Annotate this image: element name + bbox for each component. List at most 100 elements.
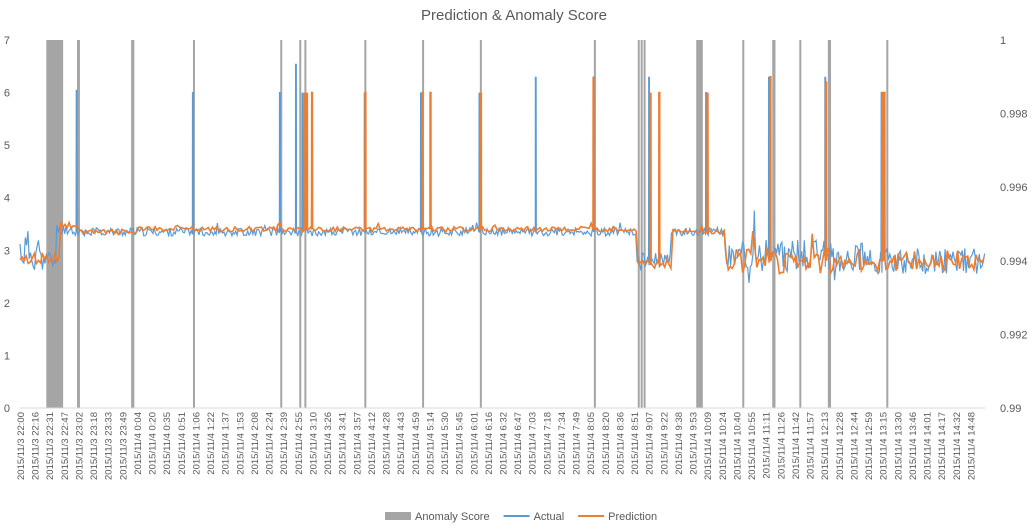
x-tick-label: 2015/11/4 1:22: [206, 412, 217, 475]
anomaly-bar: [799, 40, 802, 408]
x-tick-label: 2015/11/4 14:48: [966, 412, 977, 480]
x-tick-label: 2015/11/4 8:36: [615, 412, 626, 475]
x-tick-label: 2015/11/3 22:31: [45, 412, 56, 480]
x-tick-label: 2015/11/4 2:08: [250, 412, 261, 475]
x-tick-label: 2015/11/4 6:16: [484, 412, 495, 475]
x-tick-label: 2015/11/4 8:51: [630, 412, 641, 475]
anomaly-score-bars: [46, 40, 889, 408]
series-line-actual: [19, 63, 986, 283]
anomaly-bar: [46, 40, 64, 408]
x-tick-label: 2015/11/4 4:12: [367, 412, 378, 475]
x-tick-label: 2015/11/3 23:18: [89, 412, 100, 480]
x-tick-label: 2015/11/4 3:41: [338, 412, 349, 475]
legend-swatch: [385, 512, 411, 520]
x-tick-label: 2015/11/4 2:55: [294, 412, 305, 475]
x-tick-label: 2015/11/4 14:17: [937, 412, 948, 480]
x-tick-label: 2015/11/4 7:49: [572, 412, 583, 475]
y-left-tick-label: 1: [4, 350, 10, 362]
anomaly-bar: [772, 40, 776, 408]
x-tick-label: 2015/11/4 6:32: [499, 412, 510, 475]
anomaly-bar: [643, 40, 646, 408]
anomaly-bar: [77, 40, 80, 408]
anomaly-bar: [886, 40, 889, 408]
x-tick-label: 2015/11/4 7:03: [528, 412, 539, 475]
anomaly-bar: [131, 40, 135, 408]
y-axis-right: 0.99 0.992 0.994 0.996 0.998 1: [1000, 35, 1028, 415]
x-tick-label: 2015/11/4 11:57: [806, 412, 817, 479]
x-tick-label: 2015/11/4 4:59: [411, 412, 422, 475]
y-right-tick-label: 0.998: [1000, 109, 1028, 121]
y-left-tick-label: 3: [4, 245, 10, 257]
anomaly-bar: [742, 40, 745, 408]
x-tick-label: 2015/11/4 9:53: [689, 412, 700, 475]
x-tick-label: 2015/11/4 13:46: [908, 412, 919, 480]
chart-title: Prediction & Anomaly Score: [421, 7, 607, 24]
x-tick-label: 2015/11/4 6:47: [513, 412, 524, 475]
legend-label: Anomaly Score: [415, 511, 490, 523]
legend-label: Prediction: [608, 511, 657, 523]
x-tick-label: 2015/11/4 7:34: [557, 412, 568, 475]
y-left-tick-label: 0: [4, 403, 10, 415]
x-tick-label: 2015/11/4 1:06: [191, 412, 202, 475]
x-tick-label: 2015/11/4 10:24: [718, 412, 729, 480]
x-tick-label: 2015/11/3 23:49: [118, 412, 129, 480]
x-tick-label: 2015/11/4 10:40: [732, 412, 743, 480]
x-tick-label: 2015/11/4 9:22: [659, 412, 670, 475]
x-tick-label: 2015/11/4 1:37: [221, 412, 232, 475]
x-tick-label: 2015/11/3 22:16: [31, 412, 42, 480]
x-tick-label: 2015/11/4 9:07: [645, 412, 656, 475]
x-tick-label: 2015/11/3 23:02: [74, 412, 85, 480]
y-left-tick-label: 5: [4, 140, 10, 152]
legend: Anomaly Score Actual Prediction: [385, 511, 657, 523]
x-tick-label: 2015/11/4 0:51: [177, 412, 188, 475]
x-tick-label: 2015/11/3 22:00: [16, 412, 27, 480]
anomaly-bar: [640, 40, 643, 408]
y-right-tick-label: 1: [1000, 35, 1006, 47]
x-tick-label: 2015/11/4 2:39: [279, 412, 290, 475]
x-tick-label: 2015/11/4 13:30: [893, 412, 904, 480]
x-tick-label: 2015/11/4 14:32: [952, 412, 963, 480]
y-right-tick-label: 0.99: [1000, 403, 1021, 415]
x-tick-label: 2015/11/3 22:47: [60, 412, 71, 480]
anomaly-bar: [827, 40, 832, 408]
x-tick-label: 2015/11/4 0:20: [148, 412, 159, 475]
x-tick-label: 2015/11/4 3:26: [323, 412, 334, 475]
x-tick-label: 2015/11/4 0:04: [133, 412, 144, 475]
x-tick-label: 2015/11/4 14:01: [923, 412, 934, 480]
x-tick-label: 2015/11/4 4:43: [396, 412, 407, 475]
x-tick-label: 2015/11/4 10:09: [703, 412, 714, 480]
legend-label: Actual: [534, 511, 565, 523]
y-axis-left: 0 1 2 3 4 5 6 7: [4, 35, 10, 415]
x-tick-label: 2015/11/4 3:57: [352, 412, 363, 475]
x-tick-label: 2015/11/4 8:20: [601, 412, 612, 475]
x-tick-label: 2015/11/4 5:45: [455, 412, 466, 475]
x-tick-label: 2015/11/4 11:42: [791, 412, 802, 479]
x-tick-label: 2015/11/4 10:55: [747, 412, 758, 480]
y-right-tick-label: 0.992: [1000, 329, 1028, 341]
anomaly-bar: [637, 40, 640, 408]
x-tick-label: 2015/11/4 6:01: [469, 412, 480, 475]
series-lines: [19, 63, 986, 283]
x-tick-label: 2015/11/4 12:28: [835, 412, 846, 480]
anomaly-bar: [696, 40, 703, 408]
y-left-tick-label: 7: [4, 35, 10, 47]
x-tick-label: 2015/11/4 5:14: [425, 412, 436, 475]
x-tick-label: 2015/11/4 0:35: [162, 412, 173, 475]
series-line-prediction: [19, 76, 985, 276]
x-tick-label: 2015/11/4 3:10: [308, 412, 319, 475]
x-tick-label: 2015/11/4 12:59: [864, 412, 875, 480]
x-tick-label: 2015/11/3 23:33: [104, 412, 115, 480]
x-tick-label: 2015/11/4 5:30: [440, 412, 451, 475]
y-left-tick-label: 2: [4, 298, 10, 310]
y-right-tick-label: 0.994: [1000, 256, 1028, 268]
x-tick-label: 2015/11/4 7:18: [542, 412, 553, 475]
x-tick-label: 2015/11/4 2:24: [265, 412, 276, 475]
x-tick-label: 2015/11/4 9:38: [674, 412, 685, 475]
x-tick-label: 2015/11/4 1:53: [235, 412, 246, 475]
x-axis-ticks: 2015/11/3 22:00 2015/11/3 22:16 2015/11/3 …: [16, 412, 977, 480]
x-tick-label: 2015/11/4 11:11: [762, 412, 773, 479]
anomaly-bar: [299, 40, 302, 408]
x-tick-label: 2015/11/4 13:15: [879, 412, 890, 480]
y-left-tick-label: 6: [4, 88, 10, 100]
